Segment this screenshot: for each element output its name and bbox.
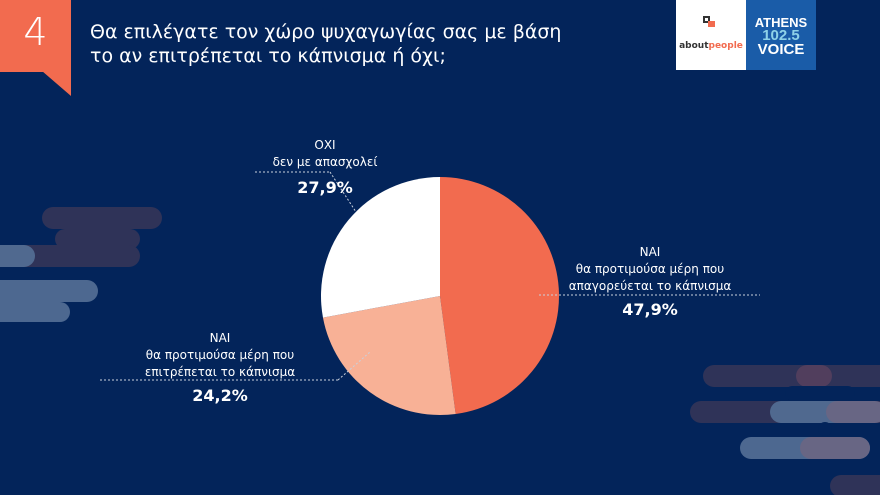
decor-shape [0,280,98,302]
decor-shape [55,229,140,249]
logo-text: about [679,41,709,51]
aboutpeople-mark-icon [703,16,715,27]
label-line: απαγορεύεται το κάπνισμα [568,279,732,293]
decor-shape [796,365,832,387]
label-line: ΟΧΙ [314,138,336,152]
label-line: ΝΑΙ [639,245,661,259]
athens-voice-logo: ATHENS 102.5 VOICE [746,0,816,70]
label-line: θα προτιμούσα μέρη που [575,262,725,276]
label-line: δεν με απασχολεί [272,155,378,169]
logo-text: ATHENS [754,15,808,30]
page-title: Θα επιλέγατε τον χώρο ψυχαγωγίας σας με … [90,20,561,68]
question-number-tab: 4 [0,0,71,72]
decor-shape [785,386,855,401]
pie-slice-2 [321,177,440,318]
label-line: θα προτιμούσα μέρη που [145,348,295,362]
logo-text: VOICE [757,41,805,58]
decor-shape [800,437,870,459]
title-line: το αν επιτρέπεται το κάπνισμα ή όχι; [90,45,446,67]
decor-shape [42,207,162,229]
title-line: Θα επιλέγατε τον χώρο ψυχαγωγίας σας με … [90,21,562,43]
label-line: ΝΑΙ [209,331,231,345]
slice-label-yes-ban: ΝΑΙ θα προτιμούσα μέρη που απαγορεύεται … [560,244,740,318]
leader-line [337,351,371,381]
decor-shape [818,422,832,436]
label-line: επιτρέπεται το κάπνισμα [144,365,296,379]
question-number-tab-tail [42,71,71,96]
slice-label-yes-allow: ΝΑΙ θα προτιμούσα μέρη που επιτρέπεται τ… [130,330,310,404]
pie-slice-1 [322,296,456,416]
decor-shape [0,302,70,322]
slice-label-no: ΟΧΙ δεν με απασχολεί 27,9% [230,137,420,196]
data-label: 27,9% [297,178,353,197]
aboutpeople-logo: aboutpeople [676,0,746,70]
decor-shape [703,365,880,387]
decor-shape [826,401,880,423]
pie-slice-0 [440,177,560,414]
decor-shape [0,245,35,267]
decor-shape [0,245,140,267]
logo-text: people [708,41,743,51]
logo-text: 102.5 [762,27,800,44]
decor-shape [830,475,880,495]
question-number: 4 [23,10,48,54]
data-label: 24,2% [192,386,248,405]
data-label: 47,9% [622,300,678,319]
